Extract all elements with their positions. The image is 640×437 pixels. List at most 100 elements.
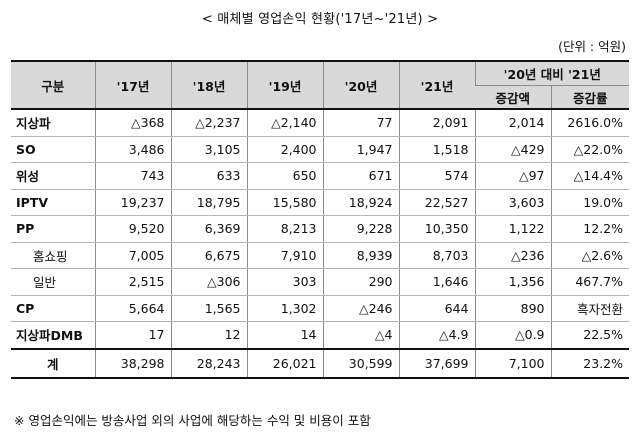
table-cell: 3,603 xyxy=(474,189,551,216)
table-cell: 17 xyxy=(94,321,171,349)
table-cell: 644 xyxy=(398,295,475,322)
table-cell: 290 xyxy=(322,268,399,296)
table-cell: 10,350 xyxy=(398,215,475,243)
table-cell: 1,518 xyxy=(398,136,475,163)
table-cell: 7,005 xyxy=(94,242,171,269)
table-cell: △246 xyxy=(322,295,399,322)
table-cell: 1,356 xyxy=(474,268,551,296)
table-cell: △97 xyxy=(474,162,551,190)
table-row: PP 9,520 6,369 8,213 9,228 10,350 1,122 … xyxy=(11,215,629,243)
header-category: 구분 xyxy=(11,60,95,110)
table-cell: 23.2% xyxy=(550,347,629,379)
table-row: IPTV 19,237 18,795 15,580 18,924 22,527 … xyxy=(11,189,629,216)
total-label: 계 xyxy=(11,347,95,379)
table-cell: 2,091 xyxy=(398,109,475,137)
table-cell: 26,021 xyxy=(246,347,323,379)
row-label: PP xyxy=(11,215,95,243)
table-cell: 1,646 xyxy=(398,268,475,296)
table-cell: 6,675 xyxy=(170,242,247,269)
table-cell: 9,520 xyxy=(94,215,171,243)
table-cell: 1,947 xyxy=(322,136,399,163)
table-cell: 12.2% xyxy=(550,215,629,243)
table-cell: △4 xyxy=(322,321,399,349)
operating-profit-table: 구분 '17년 '18년 '19년 '20년 '21년 '20년 대비 '21년… xyxy=(11,60,629,379)
table-cell: 흑자전환 xyxy=(550,295,629,322)
header-year: '19년 xyxy=(246,60,323,110)
table-cell: 19,237 xyxy=(94,189,171,216)
table-cell: 7,910 xyxy=(246,242,323,269)
table-cell: 1,122 xyxy=(474,215,551,243)
table-row: SO 3,486 3,105 2,400 1,947 1,518 △429 △2… xyxy=(11,136,629,163)
table-cell: 1,565 xyxy=(170,295,247,322)
row-label: CP xyxy=(11,295,95,322)
table-cell: 8,939 xyxy=(322,242,399,269)
table-cell: 303 xyxy=(246,268,323,296)
header-year: '18년 xyxy=(170,60,247,110)
header-year: '21년 xyxy=(398,60,475,110)
table-cell: 650 xyxy=(246,162,323,190)
table-cell: 2616.0% xyxy=(550,109,629,137)
header-change-rate: 증감률 xyxy=(550,85,629,110)
table-cell: 38,298 xyxy=(94,347,171,379)
row-label: IPTV xyxy=(11,189,95,216)
unit-label: (단위 : 억원) xyxy=(558,39,626,54)
table-cell: 2,014 xyxy=(474,109,551,137)
table-cell: 671 xyxy=(322,162,399,190)
header-compare-group: '20년 대비 '21년 xyxy=(474,60,629,86)
table-cell: △429 xyxy=(474,136,551,163)
table-cell: 3,105 xyxy=(170,136,247,163)
table-cell: △306 xyxy=(170,268,247,296)
table-cell: △2,237 xyxy=(170,109,247,137)
table-row: 홈쇼핑 7,005 6,675 7,910 8,939 8,703 △236 △… xyxy=(11,242,629,269)
table-row: 지상파 △368 △2,237 △2,140 77 2,091 2,014 26… xyxy=(11,109,629,137)
header-change-amount: 증감액 xyxy=(475,85,551,110)
header-year: '17년 xyxy=(94,60,171,110)
table-cell: 6,369 xyxy=(170,215,247,243)
table-cell: 890 xyxy=(474,295,551,322)
table-cell: 8,213 xyxy=(246,215,323,243)
total-row: 계 38,298 28,243 26,021 30,599 37,699 7,1… xyxy=(11,347,629,379)
table-cell: 9,228 xyxy=(322,215,399,243)
table-cell: 1,302 xyxy=(246,295,323,322)
table-cell: 12 xyxy=(170,321,247,349)
header-year: '20년 xyxy=(322,60,399,110)
table-cell: △2,140 xyxy=(246,109,323,137)
table-cell: 18,795 xyxy=(170,189,247,216)
table-row: 지상파DMB 17 12 14 △4 △4.9 △0.9 22.5% xyxy=(11,321,629,349)
table-cell: 30,599 xyxy=(322,347,399,379)
table-cell: 7,100 xyxy=(474,347,551,379)
table-cell: △236 xyxy=(474,242,551,269)
table-cell: 2,515 xyxy=(94,268,171,296)
row-label: 일반 xyxy=(11,268,95,296)
table-cell: 19.0% xyxy=(550,189,629,216)
table-row: 위성 743 633 650 671 574 △97 △14.4% xyxy=(11,162,629,190)
row-label: SO xyxy=(11,136,95,163)
table-cell: 77 xyxy=(322,109,399,137)
table-cell: 2,400 xyxy=(246,136,323,163)
row-label: 위성 xyxy=(11,162,95,190)
table-cell: △368 xyxy=(94,109,171,137)
table-cell: △14.4% xyxy=(550,162,629,190)
table-cell: 8,703 xyxy=(398,242,475,269)
table-cell: 14 xyxy=(246,321,323,349)
table-cell: 37,699 xyxy=(398,347,475,379)
footnote: ※ 영업손익에는 방송사업 외의 사업에 해당하는 수익 및 비용이 포함 xyxy=(14,413,371,428)
table-cell: 743 xyxy=(94,162,171,190)
row-label: 지상파DMB xyxy=(11,321,95,349)
table-cell: △22.0% xyxy=(550,136,629,163)
row-label: 지상파 xyxy=(11,109,95,137)
table-cell: △0.9 xyxy=(474,321,551,349)
row-label: 홈쇼핑 xyxy=(11,242,95,269)
table-cell: 28,243 xyxy=(170,347,247,379)
table-cell: 18,924 xyxy=(322,189,399,216)
table-cell: △4.9 xyxy=(398,321,475,349)
table-cell: 574 xyxy=(398,162,475,190)
table-cell: △2.6% xyxy=(550,242,629,269)
table-cell: 15,580 xyxy=(246,189,323,216)
table-title: < 매체별 영업손익 현황('17년~'21년) > xyxy=(201,12,439,27)
table-cell: 5,664 xyxy=(94,295,171,322)
table-cell: 633 xyxy=(170,162,247,190)
table-cell: 22.5% xyxy=(550,321,629,349)
table-cell: 22,527 xyxy=(398,189,475,216)
table-row: CP 5,664 1,565 1,302 △246 644 890 흑자전환 xyxy=(11,295,629,322)
